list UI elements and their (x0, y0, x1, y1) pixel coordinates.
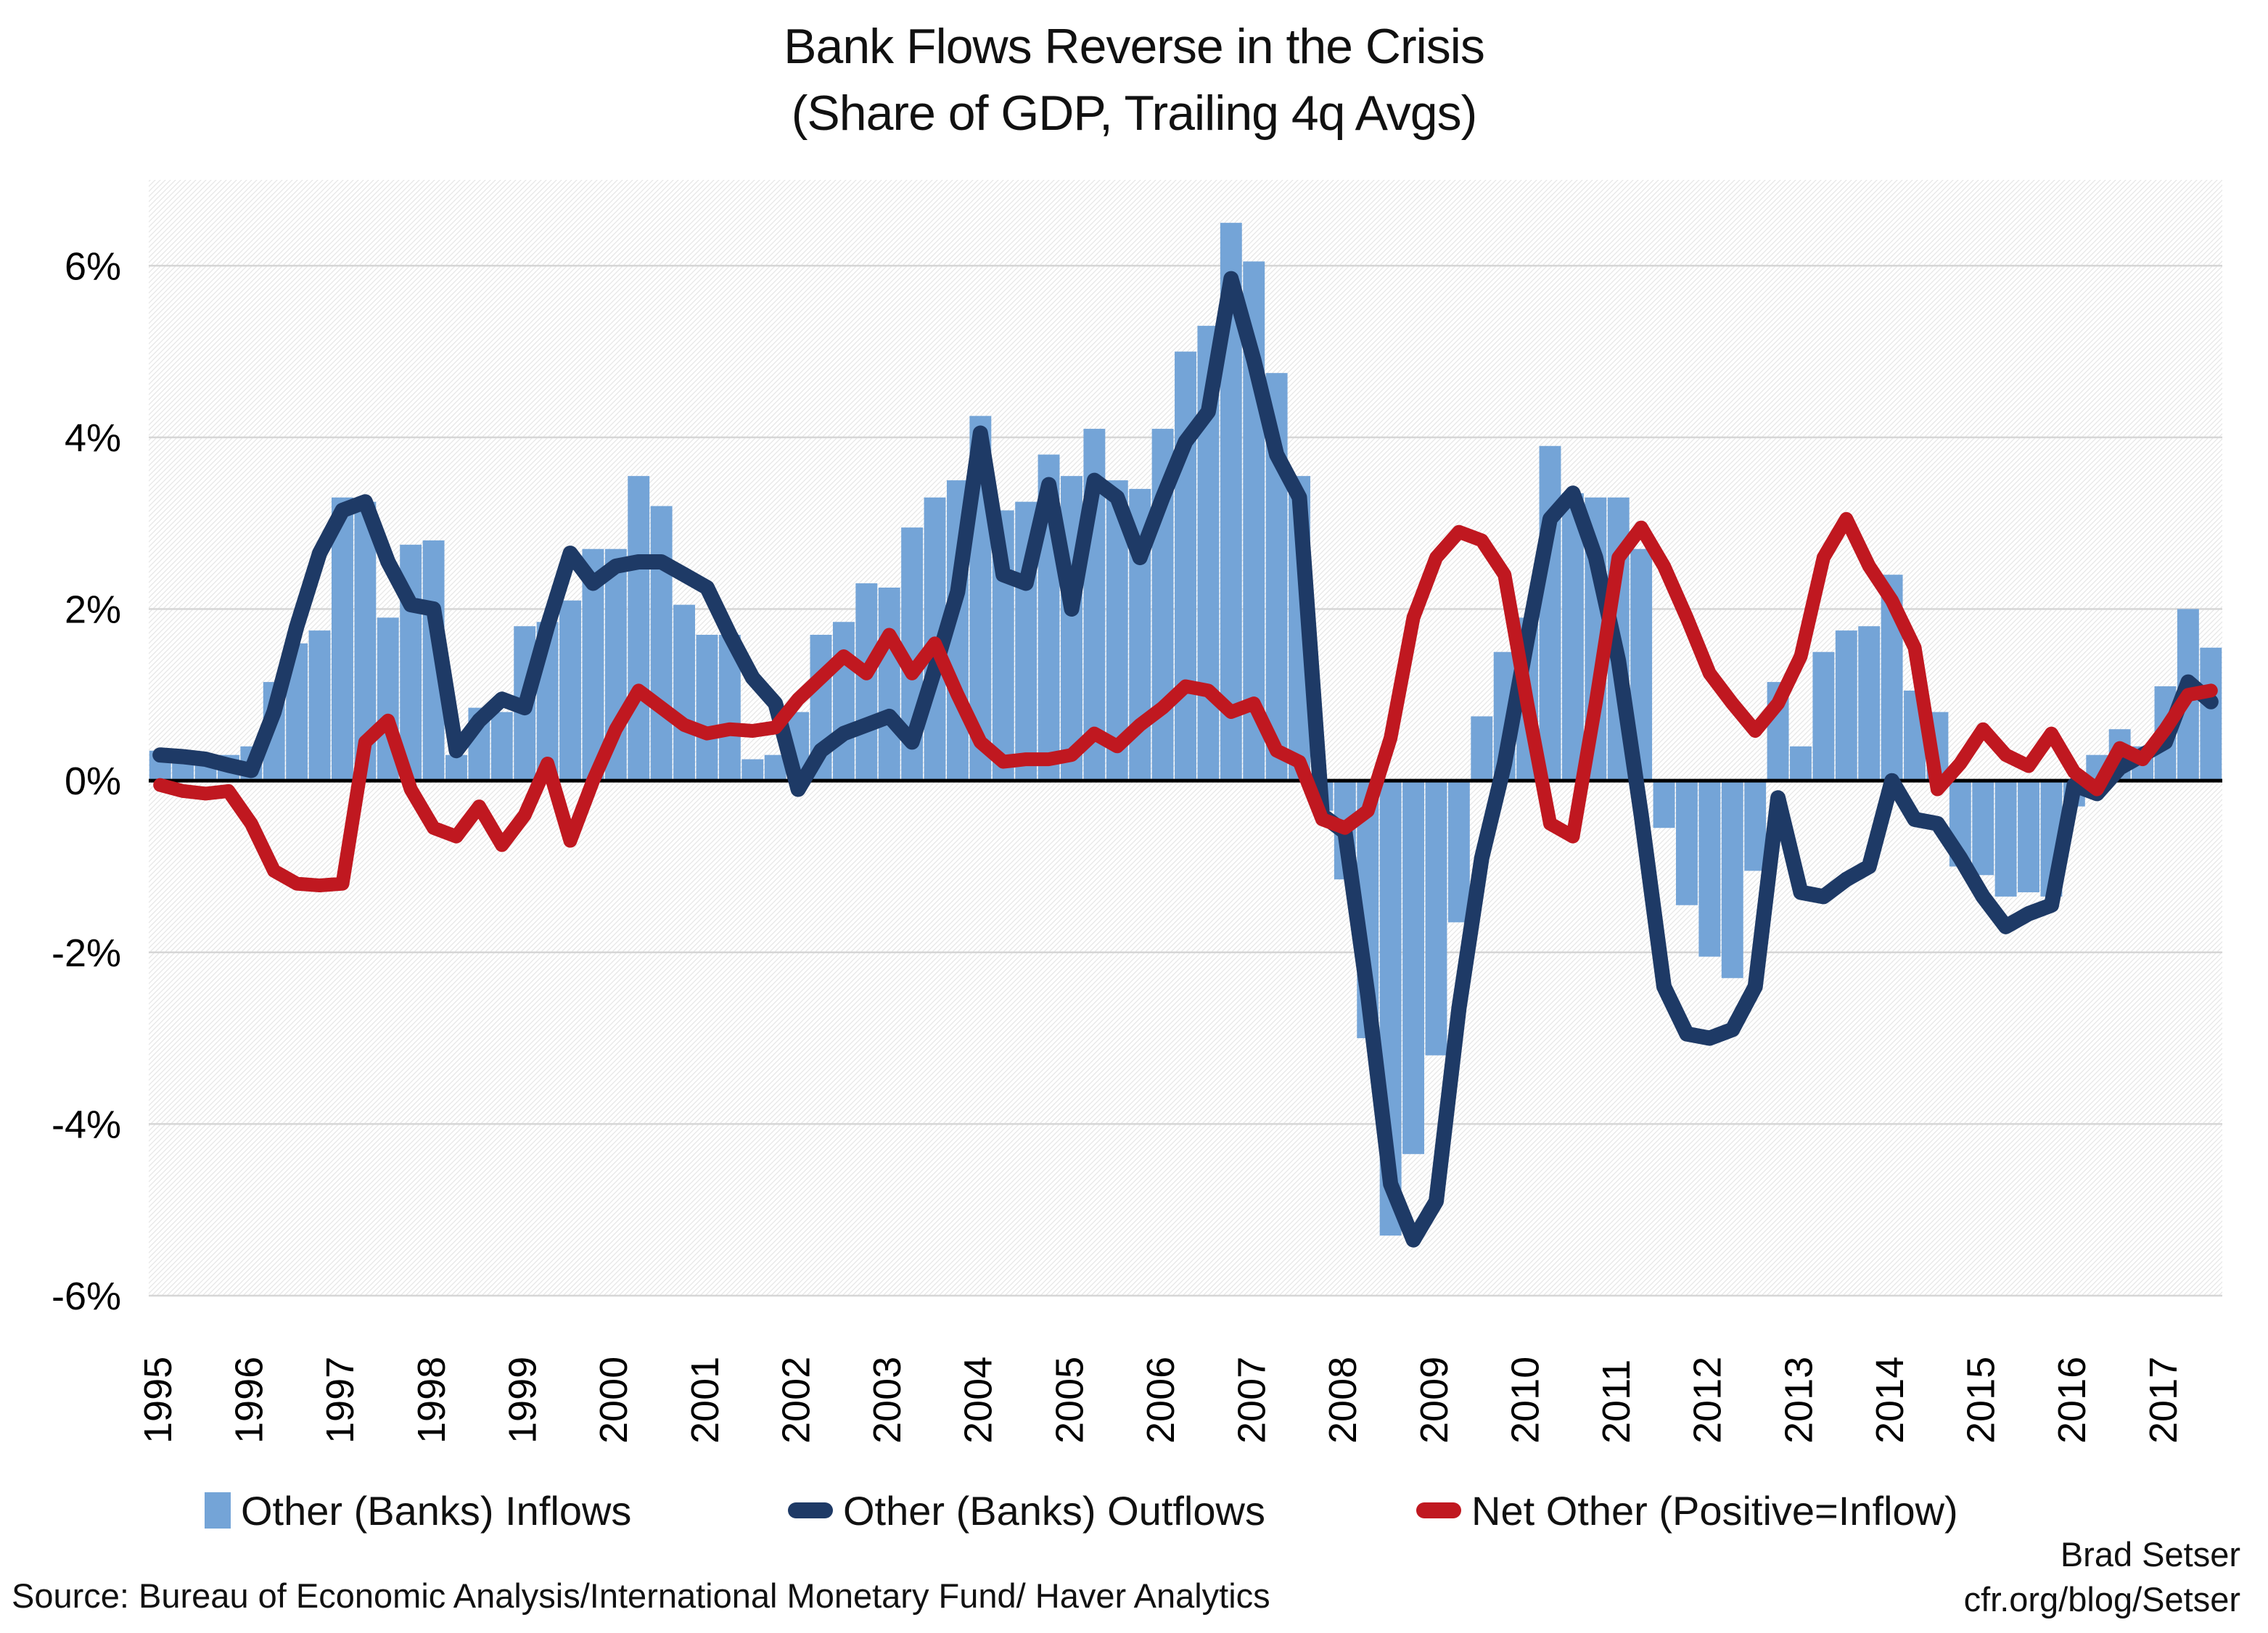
chart-title-line1: Bank Flows Reverse in the Crisis (784, 19, 1485, 74)
author-name: Brad Setser (2060, 1535, 2240, 1574)
svg-text:2002: 2002 (774, 1357, 818, 1444)
inflows-swatch-icon (205, 1492, 231, 1529)
svg-text:2010: 2010 (1503, 1357, 1547, 1444)
source-note: Source: Bureau of Economic Analysis/Inte… (12, 1576, 1270, 1615)
svg-text:4%: 4% (65, 416, 121, 460)
svg-text:2000: 2000 (592, 1357, 636, 1444)
svg-text:2005: 2005 (1048, 1357, 1091, 1444)
svg-text:2007: 2007 (1230, 1357, 1274, 1444)
svg-text:6%: 6% (65, 244, 121, 288)
svg-text:0%: 0% (65, 760, 121, 803)
chart-title-line2: (Share of GDP, Trailing 4q Avgs) (791, 86, 1477, 141)
svg-text:2009: 2009 (1413, 1357, 1456, 1444)
svg-text:1996: 1996 (228, 1357, 271, 1444)
chart-title: Bank Flows Reverse in the Crisis (Share … (0, 13, 2268, 147)
legend-label-outflows: Other (Banks) Outflows (843, 1487, 1265, 1534)
svg-text:1997: 1997 (319, 1357, 362, 1444)
svg-text:-4%: -4% (52, 1103, 121, 1146)
svg-text:2004: 2004 (957, 1357, 1001, 1444)
author-credit: Brad Setser cfr.org/blog/Setser (1964, 1532, 2240, 1622)
svg-text:2017: 2017 (2142, 1357, 2185, 1444)
author-site[interactable]: cfr.org/blog/Setser (1963, 1580, 2240, 1618)
svg-text:2006: 2006 (1139, 1357, 1183, 1444)
svg-text:2011: 2011 (1595, 1360, 1638, 1444)
legend-item-outflows[interactable]: Other (Banks) Outflows (788, 1481, 1265, 1539)
legend-label-net: Net Other (Positive=Inflow) (1471, 1487, 1958, 1534)
svg-text:2014: 2014 (1868, 1357, 1912, 1444)
svg-text:2008: 2008 (1321, 1357, 1365, 1444)
svg-text:2013: 2013 (1777, 1357, 1820, 1444)
svg-text:1998: 1998 (410, 1357, 453, 1444)
legend-label-inflows: Other (Banks) Inflows (241, 1487, 632, 1534)
svg-text:-2%: -2% (52, 931, 121, 975)
net-swatch-icon (1416, 1502, 1461, 1518)
svg-text:2%: 2% (65, 588, 121, 632)
legend-item-net[interactable]: Net Other (Positive=Inflow) (1416, 1481, 1958, 1539)
svg-text:1999: 1999 (501, 1357, 544, 1444)
svg-text:2003: 2003 (866, 1357, 909, 1444)
legend-item-inflows[interactable]: Other (Banks) Inflows (205, 1481, 631, 1539)
chart-legend: Other (Banks) Inflows Other (Banks) Outf… (0, 1481, 2268, 1539)
svg-text:2015: 2015 (1960, 1357, 2003, 1444)
outflows-swatch-icon (788, 1502, 833, 1518)
svg-text:2001: 2001 (683, 1357, 727, 1444)
svg-text:2012: 2012 (1686, 1357, 1730, 1444)
svg-text:-6%: -6% (52, 1275, 121, 1318)
svg-text:2016: 2016 (2050, 1357, 2094, 1444)
svg-text:1995: 1995 (136, 1357, 180, 1444)
